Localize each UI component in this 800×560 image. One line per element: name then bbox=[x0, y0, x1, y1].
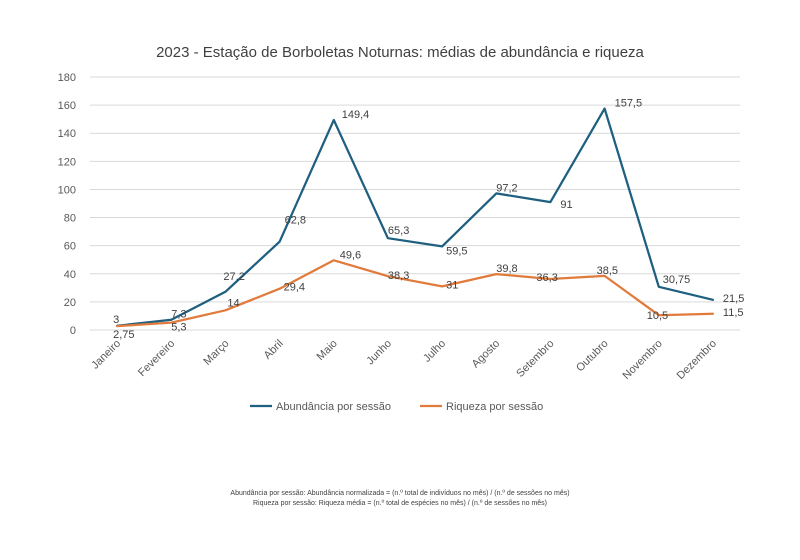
data-label: 38,3 bbox=[388, 270, 409, 282]
y-tick-label: 20 bbox=[64, 297, 76, 309]
data-label: 31 bbox=[446, 279, 458, 291]
x-tick-label: Setembro bbox=[514, 338, 556, 380]
x-tick-label: Maio bbox=[315, 338, 340, 363]
chart-title: 2023 - Estação de Borboletas Noturnas: m… bbox=[156, 44, 644, 61]
data-label: 149,4 bbox=[342, 109, 370, 121]
data-label: 39,8 bbox=[496, 263, 517, 275]
x-tick-label: Abril bbox=[262, 338, 286, 362]
series-line bbox=[115, 259, 715, 328]
legend-entry: Abundância por sessão bbox=[276, 401, 391, 413]
data-label: 38,5 bbox=[597, 265, 618, 277]
x-tick-label: Outubro bbox=[574, 338, 611, 375]
data-label: 62,8 bbox=[285, 215, 306, 227]
data-label: 14 bbox=[227, 297, 239, 309]
y-tick-label: 120 bbox=[58, 156, 76, 168]
y-tick-label: 180 bbox=[58, 72, 76, 84]
data-label: 2,75 bbox=[113, 329, 134, 341]
data-label: 91 bbox=[560, 199, 572, 211]
legend: Abundância por sessão Riqueza por sessão bbox=[250, 401, 543, 413]
legend-entry: Riqueza por sessão bbox=[446, 401, 543, 413]
x-tick-label: Julho bbox=[421, 338, 448, 365]
data-label: 3 bbox=[113, 314, 119, 326]
data-label: 21,5 bbox=[723, 293, 744, 305]
x-tick-label: Agosto bbox=[470, 338, 503, 371]
y-tick-label: 60 bbox=[64, 241, 76, 253]
data-labels: 3 7,3 27,2 62,8 149,4 65,3 59,5 97,2 91 157,5 30,7… bbox=[113, 98, 744, 342]
data-label: 11,5 bbox=[723, 307, 744, 319]
series-line bbox=[115, 107, 715, 327]
data-label: 65,3 bbox=[388, 225, 409, 237]
line-chart: 2023 - Estação de Borboletas Noturnas: m… bbox=[58, 44, 745, 413]
y-tick-label: 140 bbox=[58, 128, 76, 140]
data-label: 36,3 bbox=[536, 272, 557, 284]
footnote-richness: Riqueza por sessão: Riqueza média = (n.º… bbox=[252, 500, 547, 507]
data-label: 59,5 bbox=[446, 245, 467, 257]
data-label: 10,5 bbox=[647, 310, 668, 322]
y-axis-ticks: 0 20 40 60 80 100 120 140 160 180 bbox=[58, 72, 76, 337]
grid bbox=[90, 76, 740, 331]
x-tick-label: Janeiro bbox=[89, 338, 123, 372]
data-label: 29,4 bbox=[284, 282, 305, 294]
data-label: 97,2 bbox=[496, 182, 517, 194]
x-tick-label: Fevereiro bbox=[136, 338, 177, 379]
x-axis-ticks: Janeiro Fevereiro Março Abril Maio Junho Julho… bbox=[89, 338, 719, 382]
data-label: 49,6 bbox=[340, 249, 361, 261]
series-group bbox=[115, 107, 715, 328]
data-label: 157,5 bbox=[615, 98, 643, 110]
data-label: 27,2 bbox=[223, 271, 244, 283]
y-tick-label: 100 bbox=[58, 184, 76, 196]
data-label: 30,75 bbox=[663, 274, 691, 286]
data-label: 5,3 bbox=[171, 322, 186, 334]
y-tick-label: 80 bbox=[64, 213, 76, 225]
y-tick-label: 40 bbox=[64, 269, 76, 281]
footnote-abundance: Abundância por sessão: Abundância normal… bbox=[230, 490, 570, 497]
x-tick-label: Março bbox=[201, 338, 231, 368]
y-tick-label: 0 bbox=[70, 325, 76, 337]
x-tick-label: Novembro bbox=[621, 338, 665, 382]
x-tick-label: Dezembro bbox=[675, 338, 719, 382]
data-label: 7,3 bbox=[171, 309, 186, 321]
y-tick-label: 160 bbox=[58, 100, 76, 112]
x-tick-label: Junho bbox=[364, 338, 394, 368]
